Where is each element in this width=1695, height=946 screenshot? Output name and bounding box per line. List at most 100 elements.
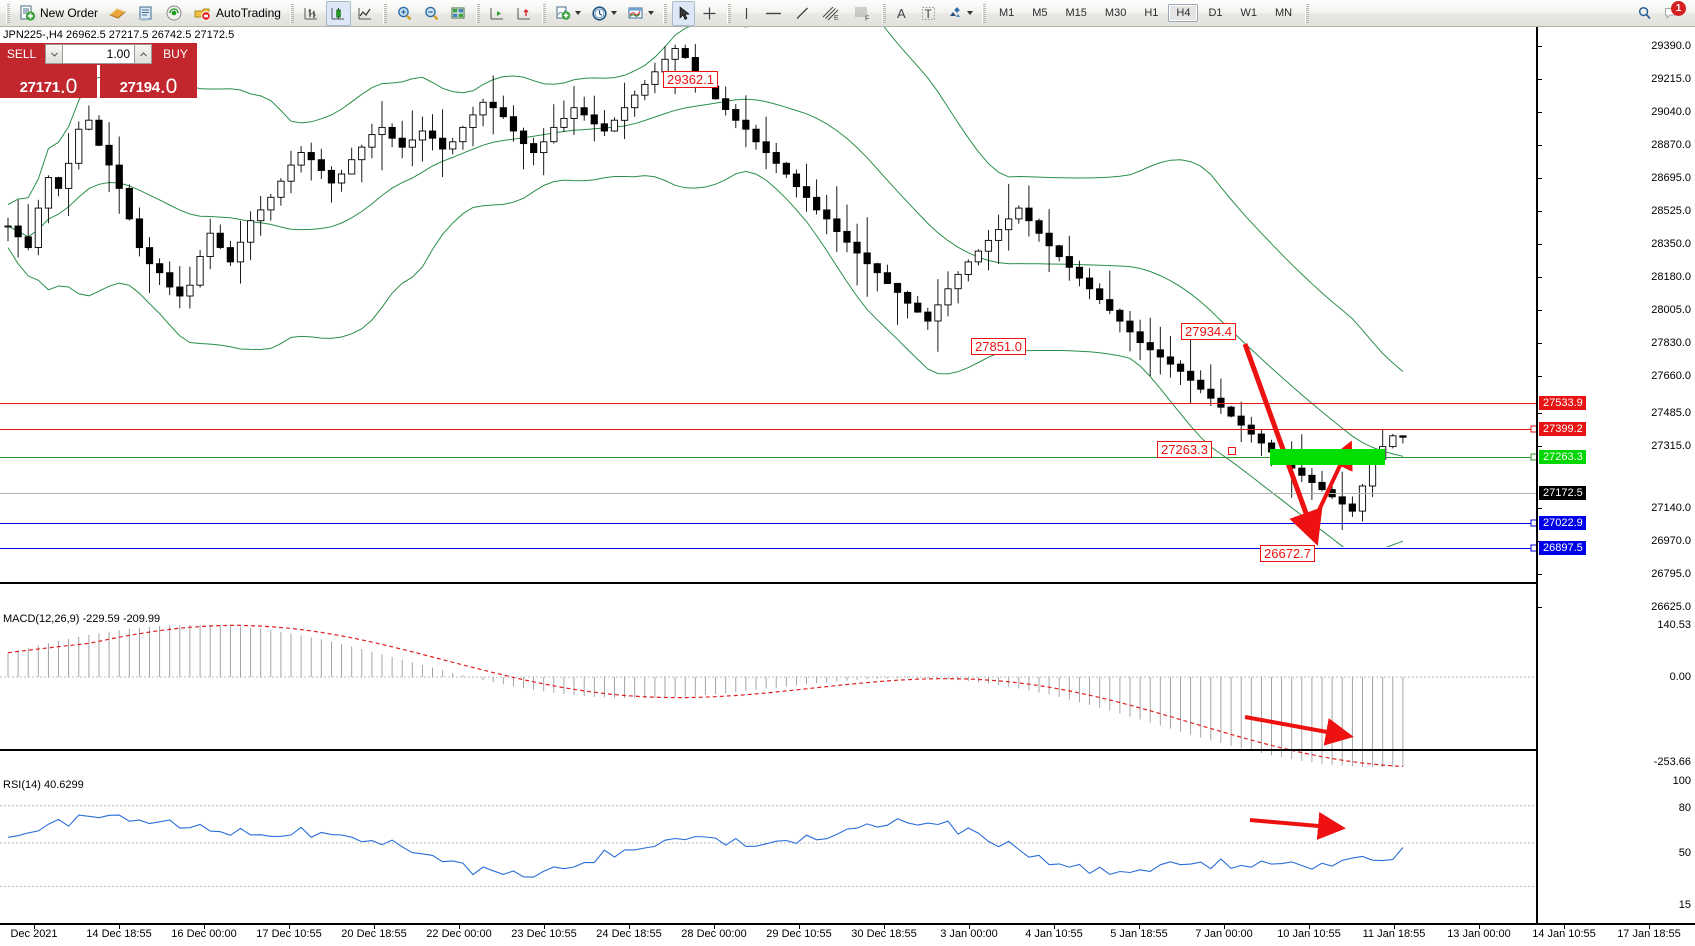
cursor-button[interactable] xyxy=(671,0,695,26)
period-button[interactable] xyxy=(587,1,621,26)
svg-text:T: T xyxy=(924,7,932,21)
chevron-down-icon[interactable] xyxy=(966,11,973,15)
annotation-label[interactable]: 27263.3 xyxy=(1157,441,1212,458)
add-indicator-button[interactable] xyxy=(551,1,585,26)
chevron-down-icon[interactable] xyxy=(610,11,617,15)
annotation-label[interactable]: 27851.0 xyxy=(971,338,1026,355)
price-tick-label: 28870.0 xyxy=(1651,139,1691,151)
time-tick-mark xyxy=(1479,925,1480,929)
price-level-label[interactable]: 27263.3 xyxy=(1539,450,1586,464)
equidistant-channel-button[interactable]: E xyxy=(817,1,846,26)
auto-scroll-button[interactable] xyxy=(485,1,510,26)
signals-button[interactable] xyxy=(161,1,187,26)
macd-panel-divider xyxy=(0,582,1536,584)
search-icon xyxy=(1636,5,1653,22)
new-order-button[interactable]: New Order xyxy=(15,1,102,26)
autotrading-button[interactable]: AutoTrading xyxy=(189,1,285,26)
zoom-out-button[interactable] xyxy=(419,1,444,26)
demand-zone-rectangle[interactable] xyxy=(1270,449,1385,465)
new-order-icon xyxy=(19,5,36,22)
data-window-button[interactable] xyxy=(133,1,159,26)
price-level-label[interactable]: 27022.9 xyxy=(1539,516,1586,530)
price-level-label[interactable]: 27399.2 xyxy=(1539,422,1586,436)
volume-input[interactable]: 1.00 xyxy=(63,44,134,64)
timeframe-m1[interactable]: M1 xyxy=(998,7,1015,19)
price-tick-mark xyxy=(1538,244,1542,245)
current-price-line xyxy=(0,493,1536,494)
text-label-button[interactable]: A xyxy=(891,1,914,26)
volume-control[interactable]: 1.00 xyxy=(43,43,154,65)
buy-price[interactable]: 27194.0 xyxy=(100,65,197,98)
sell-button[interactable]: SELL xyxy=(0,43,43,65)
text-button[interactable]: T xyxy=(916,1,941,26)
fibonacci-button[interactable]: F xyxy=(848,1,877,26)
time-tick-mark xyxy=(459,925,460,929)
volume-decrement-button[interactable] xyxy=(45,44,63,64)
templates-button[interactable] xyxy=(623,1,658,26)
support-line-blue-1-handle[interactable] xyxy=(1530,519,1536,527)
chevron-down-icon[interactable] xyxy=(574,11,581,15)
support-line-blue-1[interactable] xyxy=(0,523,1536,524)
sell-price[interactable]: 27171.0 xyxy=(0,65,97,98)
annotation-handle[interactable] xyxy=(1228,447,1236,455)
annotation-label[interactable]: 27934.4 xyxy=(1181,323,1236,340)
annotation-label[interactable]: 29362.1 xyxy=(663,71,718,88)
vertical-line-button[interactable] xyxy=(736,1,757,26)
annotation-label[interactable]: 26672.7 xyxy=(1260,545,1315,562)
bar-chart-button[interactable] xyxy=(299,1,324,26)
candlestick-chart-button[interactable] xyxy=(325,0,351,26)
timeframe-h1[interactable]: H1 xyxy=(1144,7,1159,19)
time-tick-label: 28 Dec 00:00 xyxy=(681,928,747,940)
horizontal-line-button[interactable] xyxy=(759,1,788,26)
price-tick-mark xyxy=(1538,277,1542,278)
resistance-line-2-handle[interactable] xyxy=(1530,425,1536,433)
timeframe-m5[interactable]: M5 xyxy=(1032,7,1048,19)
one-click-trading-panel[interactable]: SELL 1.00 BUY 27171.0 27194.0 xyxy=(0,43,197,98)
price-level-label[interactable]: 27533.9 xyxy=(1539,396,1586,410)
rsi-series xyxy=(0,805,1536,887)
price-level-label[interactable]: 26897.5 xyxy=(1539,541,1586,555)
shapes-button[interactable] xyxy=(943,1,977,26)
price-tick-mark xyxy=(1538,112,1542,113)
price-axis[interactable]: 29390.0 29215.0 29040.0 28870.0 28695.0 28525… xyxy=(1536,27,1695,923)
support-line-green[interactable] xyxy=(0,457,1536,458)
chart-shift-button[interactable] xyxy=(512,1,537,26)
timeframe-m15[interactable]: M15 xyxy=(1065,7,1087,19)
timeframe-mn[interactable]: MN xyxy=(1275,7,1293,19)
time-tick-mark xyxy=(1309,925,1310,929)
notification-badge: 1 xyxy=(1671,0,1686,16)
support-line-blue-2[interactable] xyxy=(0,548,1536,549)
notifications-button[interactable]: 1 xyxy=(1659,0,1686,26)
trade-prices-row: 27171.0 27194.0 xyxy=(0,65,197,98)
timeframe-m30[interactable]: M30 xyxy=(1104,7,1127,19)
search-button[interactable] xyxy=(1632,1,1657,26)
trendline-button[interactable] xyxy=(790,1,815,26)
toolbar-separator-1 xyxy=(289,3,294,23)
svg-text:E: E xyxy=(834,15,839,22)
time-tick-mark xyxy=(1564,925,1565,929)
resistance-line-2[interactable] xyxy=(0,429,1536,430)
buy-price-integer: 27194 xyxy=(119,79,161,96)
toolbar-separator-5 xyxy=(662,3,667,23)
sell-price-integer: 27171 xyxy=(19,79,61,96)
chevron-down-icon[interactable] xyxy=(647,11,654,15)
volume-increment-button[interactable] xyxy=(134,44,152,64)
crosshair-button[interactable] xyxy=(697,1,722,26)
resistance-line-1[interactable] xyxy=(0,403,1536,404)
support-line-blue-2-handle[interactable] xyxy=(1530,544,1536,552)
timeframe-w1[interactable]: W1 xyxy=(1240,7,1258,19)
support-line-green-handle[interactable] xyxy=(1530,453,1536,461)
timeframe-d1[interactable]: D1 xyxy=(1208,7,1223,19)
price-level-label[interactable]: 27172.5 xyxy=(1539,486,1586,500)
chart-area[interactable]: JPN225-,H4 26962.5 27217.5 26742.5 27172… xyxy=(0,27,1695,946)
timeframe-h4[interactable]: H4 xyxy=(1168,4,1199,22)
data-window-icon xyxy=(137,5,155,22)
time-tick-mark xyxy=(969,925,970,929)
zoom-in-button[interactable] xyxy=(392,1,417,26)
tile-windows-button[interactable] xyxy=(446,1,471,26)
time-axis[interactable]: Dec 2021 14 Dec 18:55 16 Dec 00:00 17 Dec 1… xyxy=(0,923,1695,946)
buy-button[interactable]: BUY xyxy=(154,43,197,65)
line-chart-button[interactable] xyxy=(353,1,378,26)
chart-plot[interactable]: JPN225-,H4 26962.5 27217.5 26742.5 27172… xyxy=(0,27,1536,923)
expert-advisors-button[interactable] xyxy=(104,1,131,26)
